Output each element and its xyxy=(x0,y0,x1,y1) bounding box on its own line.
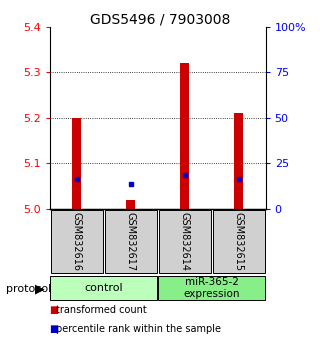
Text: GSM832617: GSM832617 xyxy=(126,212,136,271)
Bar xyxy=(105,210,156,273)
Bar xyxy=(72,118,81,209)
Bar xyxy=(234,113,243,209)
Bar xyxy=(51,210,102,273)
Bar xyxy=(180,63,189,209)
Text: ■: ■ xyxy=(50,305,59,315)
Bar xyxy=(213,210,265,273)
Text: control: control xyxy=(84,283,123,293)
Text: ■: ■ xyxy=(50,324,59,334)
Bar xyxy=(159,210,211,273)
Text: GDS5496 / 7903008: GDS5496 / 7903008 xyxy=(90,12,230,27)
Text: transformed count: transformed count xyxy=(56,305,147,315)
Text: miR-365-2
expression: miR-365-2 expression xyxy=(183,277,240,299)
Bar xyxy=(126,200,135,209)
Text: ▶: ▶ xyxy=(35,283,45,296)
Bar xyxy=(158,276,265,300)
Text: GSM832616: GSM832616 xyxy=(72,212,82,271)
Text: GSM832614: GSM832614 xyxy=(180,212,190,271)
Text: protocol: protocol xyxy=(6,284,52,294)
Bar xyxy=(50,276,157,300)
Text: GSM832615: GSM832615 xyxy=(234,212,244,271)
Text: percentile rank within the sample: percentile rank within the sample xyxy=(56,324,221,334)
